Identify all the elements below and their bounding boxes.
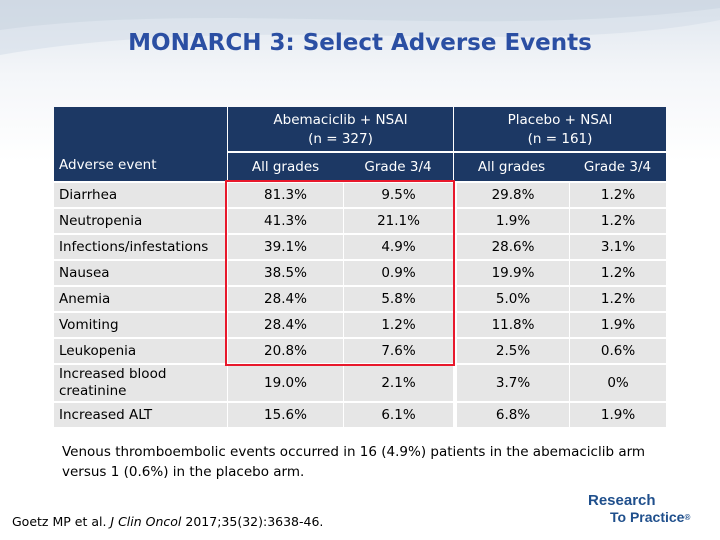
cell-abemaciclib-all-grades: 81.3% [227, 183, 343, 207]
header-row-arms: Adverse event Abemaciclib + NSAI (n = 32… [54, 107, 667, 181]
table-row: Increased blood creatinine 19.0% 2.1% 3.7% 0… [54, 365, 667, 401]
row-event-label: Anemia [54, 287, 227, 311]
cell-placebo-all-grades: 11.8% [453, 313, 570, 337]
cell-abemaciclib-all-grades: 28.4% [227, 287, 343, 311]
table-row: Anemia 28.4% 5.8% 5.0% 1.2% [54, 287, 667, 311]
cell-placebo-grade-3-4: 1.9% [569, 313, 667, 337]
research-to-practice-logo: Research To Practice® [588, 492, 713, 532]
citation-authors: Goetz MP et al. [12, 514, 107, 529]
column-header-all-grades: All grades [453, 153, 570, 181]
citation-journal: J Clin Oncol [110, 514, 182, 529]
logo-line-2: To Practice® [588, 509, 713, 526]
row-event-label: Leukopenia [54, 339, 227, 363]
cell-abemaciclib-all-grades: 19.0% [227, 365, 343, 401]
table-row: Neutropenia 41.3% 21.1% 1.9% 1.2% [54, 209, 667, 233]
arm-header-abemaciclib: Abemaciclib + NSAI (n = 327) [227, 107, 454, 151]
cell-abemaciclib-grade-3-4: 1.2% [343, 313, 454, 337]
arm-name: Abemaciclib + NSAI [273, 112, 408, 128]
adverse-events-table: Adverse event Abemaciclib + NSAI (n = 32… [54, 105, 667, 429]
cell-placebo-all-grades: 19.9% [453, 261, 570, 285]
header-row-grades: All grades Grade 3/4 All grades Grade 3/… [54, 153, 667, 181]
arm-n: (n = 327) [308, 131, 373, 147]
cell-abemaciclib-grade-3-4: 6.1% [343, 403, 454, 427]
row-event-label: Increased blood creatinine [54, 365, 227, 401]
cell-placebo-all-grades: 1.9% [453, 209, 570, 233]
column-header-all-grades: All grades [227, 153, 343, 181]
table-row: Leukopenia 20.8% 7.6% 2.5% 0.6% [54, 339, 667, 363]
cell-placebo-all-grades: 29.8% [453, 183, 570, 207]
cell-abemaciclib-grade-3-4: 0.9% [343, 261, 454, 285]
row-event-label: Infections/infestations [54, 235, 227, 259]
footnote: Venous thromboembolic events occurred in… [62, 444, 646, 480]
cell-abemaciclib-grade-3-4: 21.1% [343, 209, 454, 233]
cell-placebo-grade-3-4: 1.2% [569, 287, 667, 311]
cell-abemaciclib-all-grades: 41.3% [227, 209, 343, 233]
cell-abemaciclib-grade-3-4: 9.5% [343, 183, 454, 207]
cell-abemaciclib-all-grades: 38.5% [227, 261, 343, 285]
logo-line-1: Research [588, 492, 656, 509]
table-row: Nausea 38.5% 0.9% 19.9% 1.2% [54, 261, 667, 285]
table-row: Vomiting 28.4% 1.2% 11.8% 1.9% [54, 313, 667, 337]
arm-header-placebo: Placebo + NSAI (n = 161) [453, 107, 667, 151]
logo-registered-mark: ® [684, 513, 691, 522]
cell-placebo-grade-3-4: 1.2% [569, 183, 667, 207]
table-row: Diarrhea 81.3% 9.5% 29.8% 1.2% [54, 183, 667, 207]
cell-abemaciclib-all-grades: 28.4% [227, 313, 343, 337]
slide-title: MONARCH 3: Select Adverse Events [128, 30, 592, 56]
cell-placebo-all-grades: 28.6% [453, 235, 570, 259]
table-body: Diarrhea 81.3% 9.5% 29.8% 1.2% Neutropenia 41.… [54, 183, 667, 427]
cell-placebo-grade-3-4: 1.2% [569, 261, 667, 285]
cell-placebo-all-grades: 2.5% [453, 339, 570, 363]
table-row: Infections/infestations 39.1% 4.9% 28.6% 3.1… [54, 235, 667, 259]
logo-line-2-text: To Practice [610, 509, 685, 525]
column-header-adverse-event: Adverse event [54, 107, 227, 181]
cell-abemaciclib-grade-3-4: 2.1% [343, 365, 454, 401]
citation-ref: 2017;35(32):3638-46. [185, 514, 324, 529]
column-header-grade-3-4: Grade 3/4 [569, 153, 667, 181]
cell-placebo-grade-3-4: 0.6% [569, 339, 667, 363]
table-row: Increased ALT 15.6% 6.1% 6.8% 1.9% [54, 403, 667, 427]
row-event-label: Increased ALT [54, 403, 227, 427]
arm-name: Placebo + NSAI [507, 112, 613, 128]
cell-placebo-all-grades: 5.0% [453, 287, 570, 311]
cell-placebo-all-grades: 6.8% [453, 403, 570, 427]
row-event-label: Vomiting [54, 313, 227, 337]
row-event-label: Neutropenia [54, 209, 227, 233]
arm-n: (n = 161) [527, 131, 593, 147]
cell-placebo-grade-3-4: 1.9% [569, 403, 667, 427]
cell-placebo-grade-3-4: 1.2% [569, 209, 667, 233]
row-event-label: Diarrhea [54, 183, 227, 207]
row-event-label: Nausea [54, 261, 227, 285]
cell-abemaciclib-all-grades: 20.8% [227, 339, 343, 363]
cell-abemaciclib-grade-3-4: 5.8% [343, 287, 454, 311]
citation: Goetz MP et al. J Clin Oncol 2017;35(32)… [12, 514, 323, 529]
column-header-grade-3-4: Grade 3/4 [343, 153, 454, 181]
cell-placebo-grade-3-4: 3.1% [569, 235, 667, 259]
cell-abemaciclib-all-grades: 15.6% [227, 403, 343, 427]
cell-abemaciclib-grade-3-4: 7.6% [343, 339, 454, 363]
cell-abemaciclib-grade-3-4: 4.9% [343, 235, 454, 259]
cell-placebo-grade-3-4: 0% [569, 365, 667, 401]
background-swoosh [0, 0, 720, 55]
cell-abemaciclib-all-grades: 39.1% [227, 235, 343, 259]
cell-placebo-all-grades: 3.7% [453, 365, 570, 401]
